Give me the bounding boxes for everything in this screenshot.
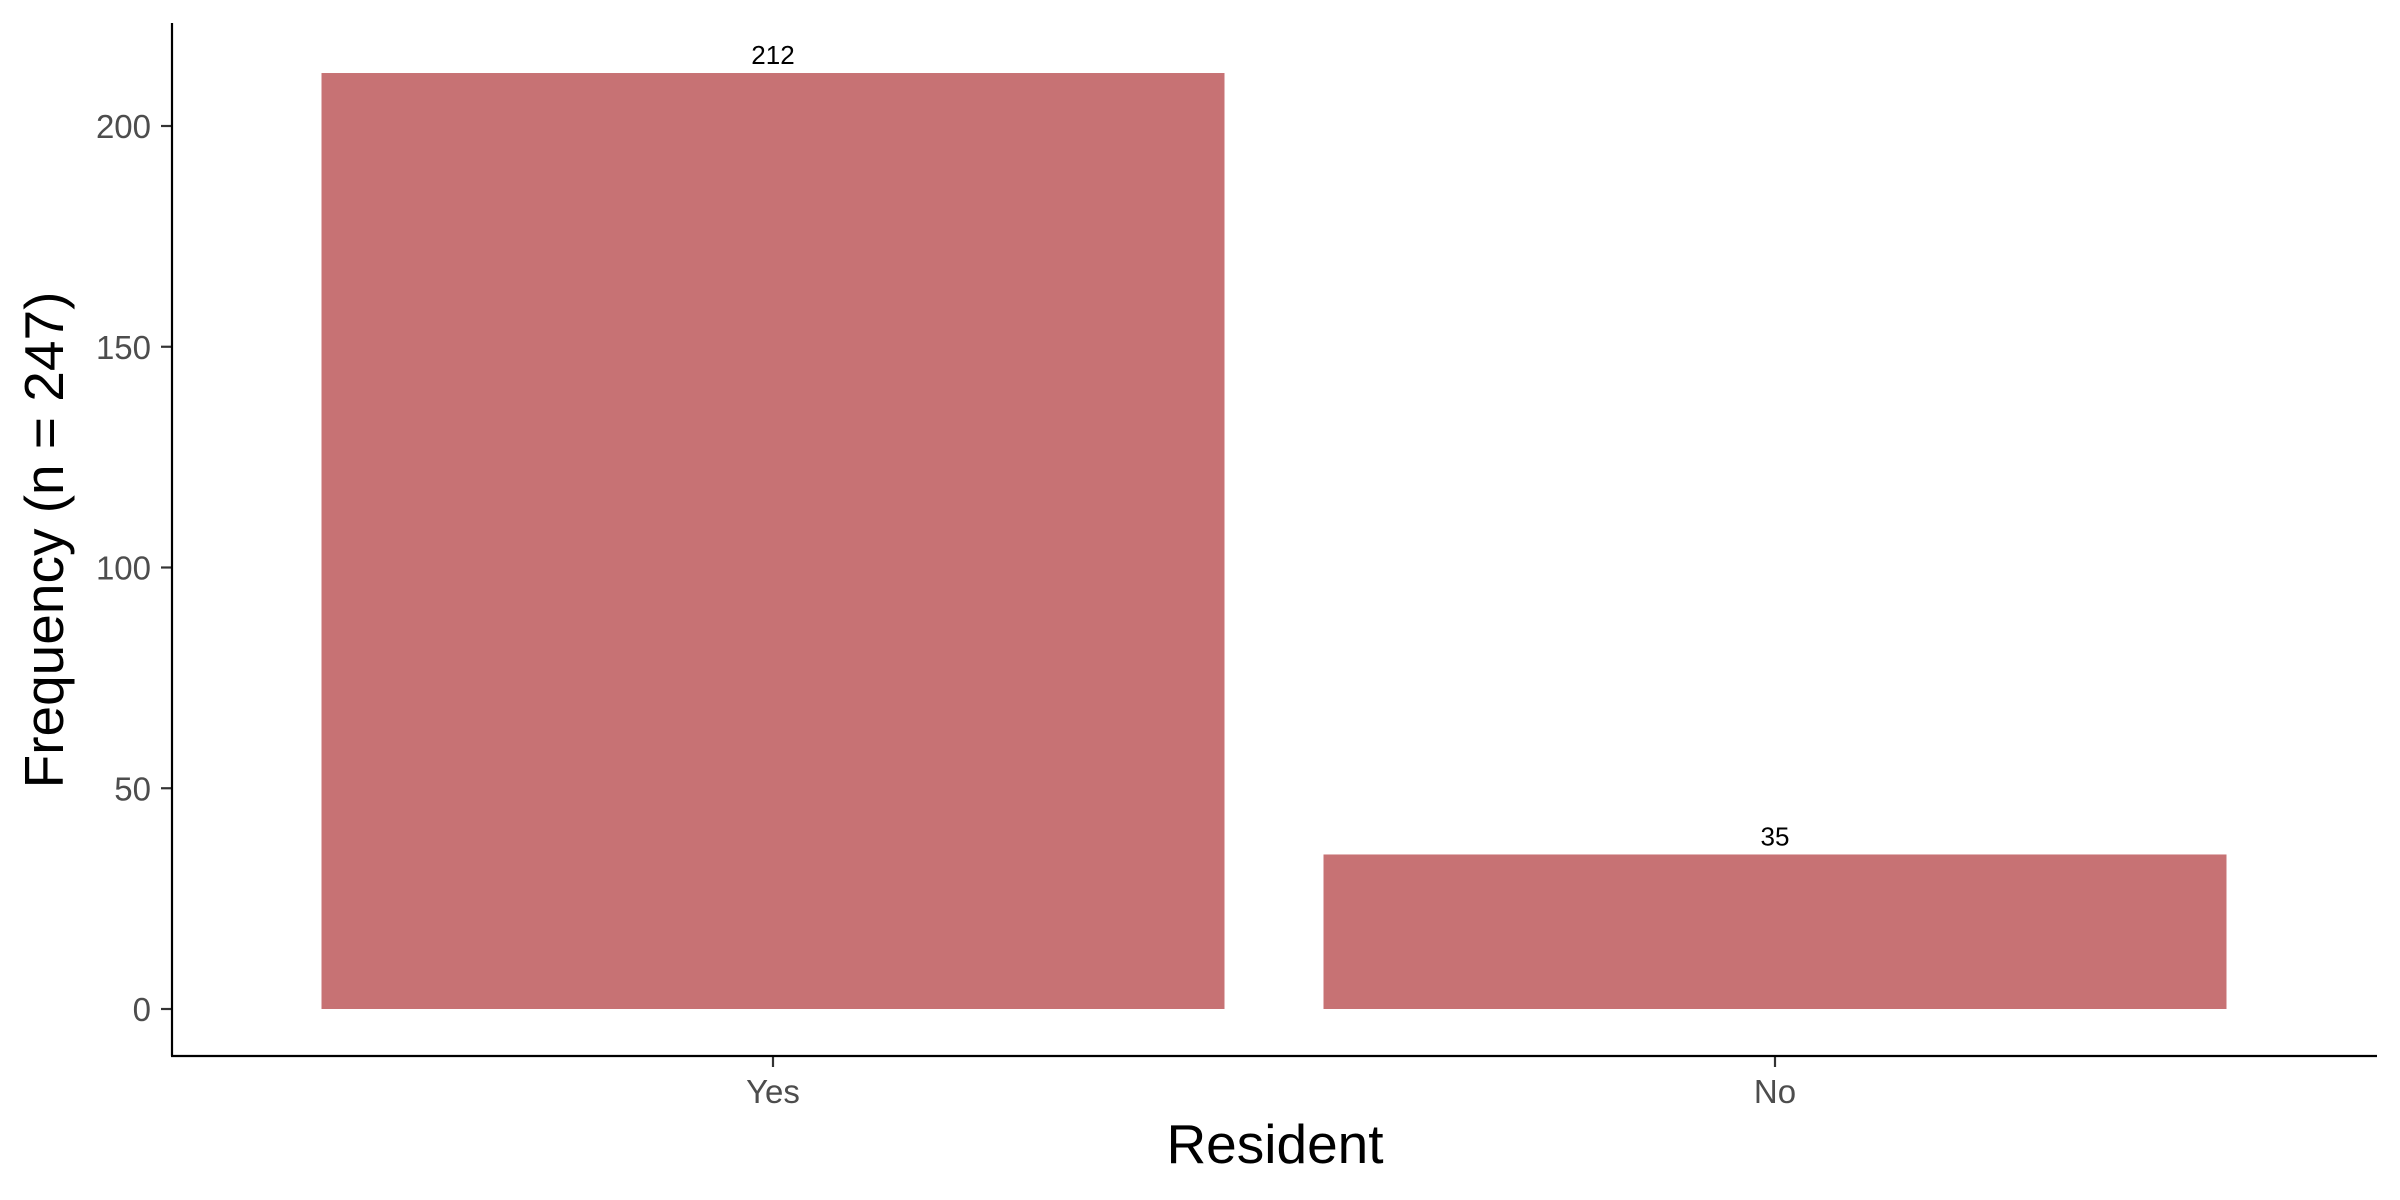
bar-yes [321, 73, 1225, 1009]
y-tick-label: 0 [133, 991, 151, 1028]
x-tick-label: Yes [746, 1073, 800, 1110]
bar-no [1323, 854, 2227, 1009]
y-axis: 0 50 100 150 200 [96, 108, 172, 1028]
y-tick-label: 150 [96, 329, 151, 366]
y-axis-title: Frequency (n = 247) [13, 292, 75, 789]
x-axis: Yes No [746, 1056, 1796, 1110]
y-tick-label: 50 [114, 770, 151, 807]
bars [321, 73, 2227, 1009]
y-tick-label: 200 [96, 108, 151, 145]
data-label-no: 35 [1761, 821, 1790, 851]
x-tick-label: No [1754, 1073, 1796, 1110]
data-labels: 212 35 [751, 40, 1789, 851]
y-tick-label: 100 [96, 550, 151, 587]
x-axis-title: Resident [1166, 1113, 1383, 1175]
data-label-yes: 212 [751, 40, 794, 70]
